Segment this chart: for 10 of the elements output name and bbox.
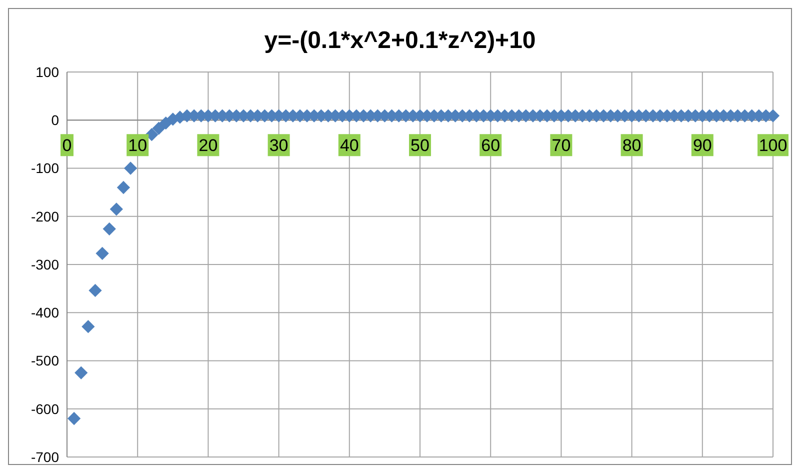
- y-tick-label: -100: [30, 160, 60, 176]
- y-tick-label: 100: [36, 64, 60, 80]
- y-tick-label: -600: [30, 400, 60, 417]
- y-tick-label: 0: [51, 112, 60, 128]
- y-tick-label: -700: [30, 448, 60, 465]
- y-tick-label: -400: [30, 304, 60, 321]
- y-tick-label: -300: [30, 256, 60, 272]
- chart-title: y=-(0.1*x^2+0.1*z^2)+10: [264, 27, 536, 54]
- y-tick-label: -500: [30, 352, 60, 369]
- y-tick-label: -200: [30, 208, 60, 224]
